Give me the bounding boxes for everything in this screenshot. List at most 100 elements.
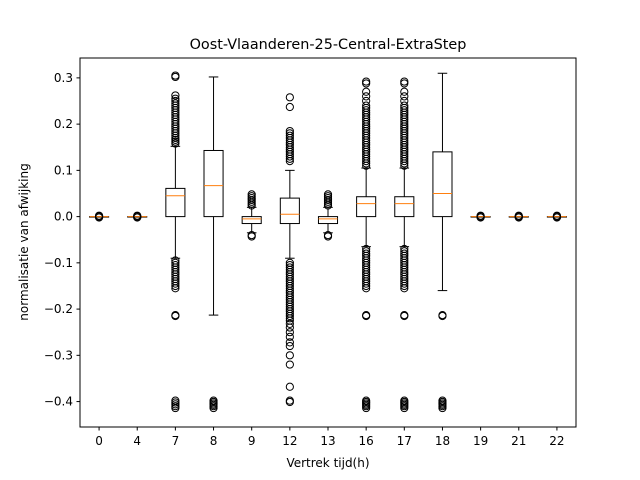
x-tick-label: 18 [435, 434, 450, 448]
outlier-point [285, 102, 294, 112]
outlier-point [400, 284, 409, 293]
y-tick-label: 0.1 [54, 163, 73, 177]
outlier-point [171, 403, 180, 413]
box-13 [317, 190, 339, 241]
outlier-point [133, 211, 142, 220]
outlier-point [171, 311, 180, 321]
outlier-point [362, 87, 371, 96]
outlier-point [285, 129, 294, 138]
outlier-point [171, 91, 180, 100]
outlier-point [171, 99, 180, 108]
x-tick-label: 17 [397, 434, 412, 448]
outlier-point [171, 284, 180, 293]
outlier-point [362, 96, 371, 106]
outlier-point [362, 92, 371, 101]
outlier-point [438, 403, 447, 413]
x-axis-label: Vertrek tijd(h) [286, 456, 369, 470]
iqr-box [165, 187, 186, 218]
y-axis-label: normalisatie van afwijking [17, 163, 31, 320]
iqr-box [279, 197, 300, 225]
y-tick-label: 0.2 [54, 117, 73, 131]
y-tick-label: −0.2 [44, 302, 73, 316]
outlier-point [362, 403, 371, 413]
x-tick-label: 13 [320, 434, 335, 448]
box-16 [356, 77, 377, 413]
outlier-point [247, 232, 256, 241]
chart-title: Oost-Vlaanderen-25-Central-ExtraStep [190, 37, 467, 53]
outlier-point [476, 211, 485, 220]
outlier-point [171, 94, 180, 103]
outlier-point [285, 351, 294, 360]
outlier-point [400, 96, 409, 106]
x-tick-label: 21 [511, 434, 526, 448]
y-tick-label: 0.3 [54, 71, 73, 85]
outlier-point [400, 101, 409, 110]
outlier-point [285, 332, 294, 341]
x-tick-label: 8 [210, 434, 218, 448]
outlier-point [362, 106, 371, 115]
outlier-point [362, 281, 371, 291]
box-17 [394, 77, 415, 413]
box-4 [127, 211, 148, 222]
outlier-point [285, 311, 294, 321]
x-tick-label: 19 [473, 434, 488, 448]
box-12 [279, 93, 300, 407]
iqr-box [432, 151, 453, 218]
x-tick-label: 0 [95, 434, 103, 448]
iqr-box [317, 216, 339, 225]
outlier-point [171, 279, 180, 288]
outlier-point [514, 211, 523, 220]
outlier-point [285, 314, 294, 323]
outlier-point [94, 211, 104, 220]
outlier-point [362, 311, 371, 321]
outlier-point [400, 106, 409, 115]
box-22 [546, 211, 567, 222]
outlier-point [552, 211, 562, 220]
outlier-point [285, 338, 294, 347]
box-8 [203, 76, 224, 413]
outlier-point [285, 93, 294, 102]
box-7 [165, 71, 186, 413]
box-19 [470, 211, 491, 222]
outlier-point [400, 311, 409, 321]
outlier-point [400, 281, 409, 291]
outlier-point [285, 131, 294, 140]
outlier-point [209, 403, 218, 413]
x-tick-label: 4 [133, 434, 141, 448]
y-tick-label: −0.4 [44, 395, 73, 409]
outlier-point [285, 360, 294, 369]
plot-area: −0.4 −0.3 −0.2 −0.1 0.0 0.1 0.2 0.3 0 4 7 8 9 12 13 16 1… [44, 57, 577, 448]
x-tick-label: 16 [359, 434, 374, 448]
outlier-point [400, 77, 409, 86]
outlier-point [362, 101, 371, 110]
outlier-point [438, 311, 447, 321]
outlier-point [323, 232, 333, 241]
outlier-point [400, 92, 409, 101]
outlier-point [362, 284, 371, 293]
y-tick-label: −0.1 [44, 256, 73, 270]
outlier-point [323, 190, 333, 199]
outlier-point [171, 71, 180, 80]
outlier-point [400, 87, 409, 96]
outlier-point [285, 126, 294, 136]
outlier-point [171, 96, 180, 106]
outlier-point [400, 279, 409, 288]
box-21 [508, 211, 529, 222]
x-tick-label: 12 [282, 434, 297, 448]
x-tick-label: 7 [172, 434, 180, 448]
iqr-box [356, 196, 377, 218]
x-tick-label: 9 [248, 434, 256, 448]
outlier-point [400, 403, 409, 413]
outlier-point [171, 281, 180, 291]
x-tick-label: 22 [549, 434, 564, 448]
outlier-point [362, 279, 371, 288]
outlier-point [285, 397, 294, 407]
outlier-point [362, 77, 371, 86]
iqr-box [203, 149, 224, 218]
outlier-point [285, 319, 294, 328]
outlier-point [247, 190, 256, 199]
y-tick-label: −0.3 [44, 348, 73, 362]
box-9 [241, 190, 262, 241]
